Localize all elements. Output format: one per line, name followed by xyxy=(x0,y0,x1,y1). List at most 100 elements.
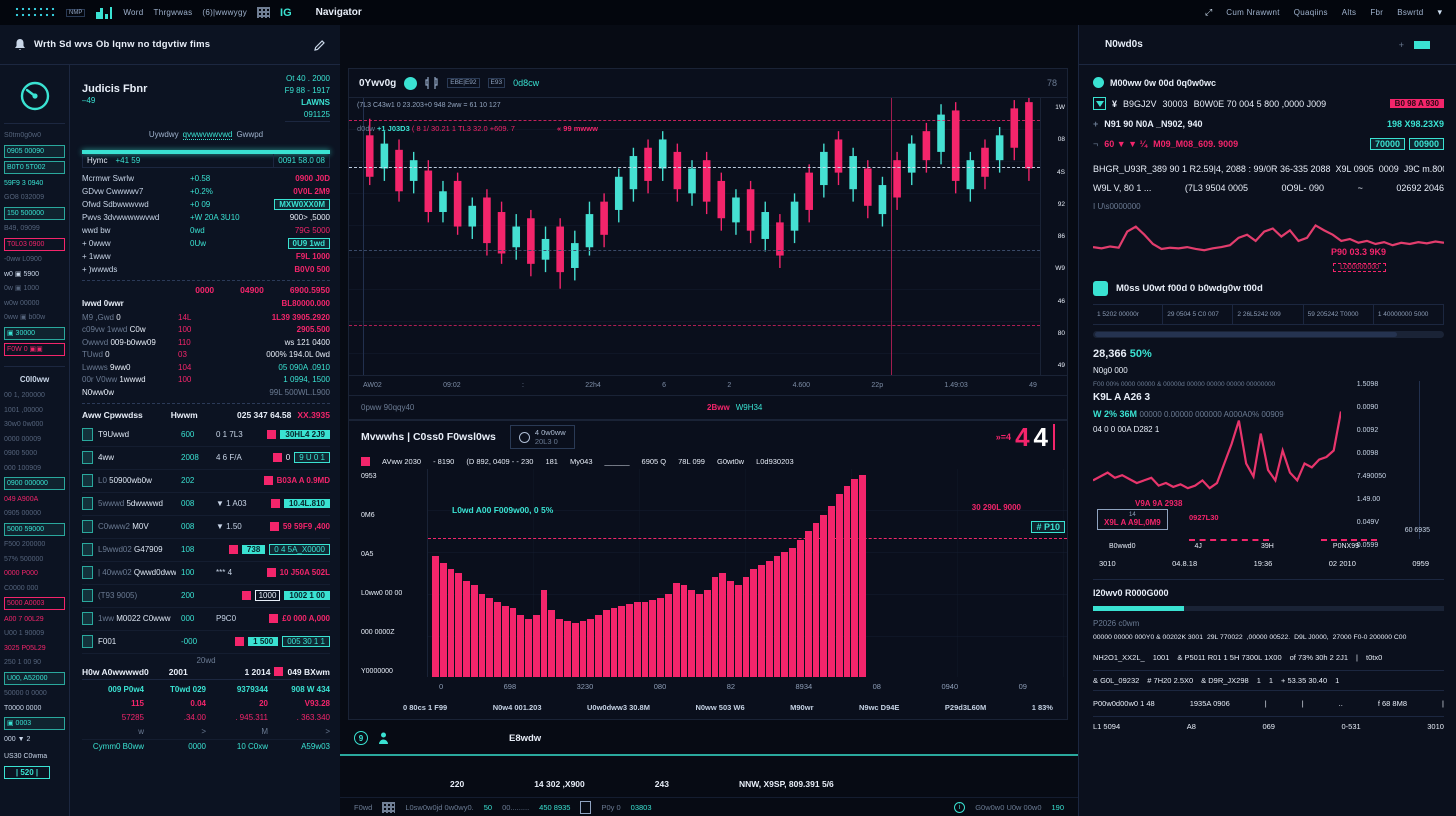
watchlist-item[interactable]: w0 ▣ 5900 xyxy=(4,270,40,278)
news-row-4[interactable]: M09_M08_609. 9009 xyxy=(1153,139,1239,149)
plus-icon[interactable]: + xyxy=(1093,119,1099,129)
calendar-item[interactable]: 5000 A0003 xyxy=(4,597,65,610)
watchlist-item[interactable]: GO8 032009 xyxy=(4,194,45,201)
table-footer-cell[interactable]: A59w03 xyxy=(301,741,330,751)
expand-icon[interactable]: ⤢ xyxy=(1205,7,1213,17)
indicator-tab[interactable]: N0w4 001.203 xyxy=(492,702,542,712)
info-icon[interactable]: i xyxy=(954,801,966,813)
indicator-tab[interactable]: 1 83% xyxy=(1031,702,1053,712)
table-header-cell[interactable]: 009 P0w4 xyxy=(107,685,144,694)
calendar-item[interactable]: 000 ▼ 2 xyxy=(4,735,31,743)
calendar-item[interactable]: 000 100909 xyxy=(4,464,41,472)
calendar-item[interactable]: 00 1, 200000 xyxy=(4,392,45,399)
report-bold-span[interactable]: t0tx0 xyxy=(1365,653,1383,662)
fund-tab[interactable]: 1 40000000 5000 xyxy=(1374,305,1445,324)
table-footer-cell[interactable]: Cymm0 B0ww xyxy=(92,741,144,751)
position-badge-2[interactable]: 0 4 5A_X0000 xyxy=(269,544,330,555)
status-grid-icon[interactable] xyxy=(382,801,396,813)
news-row-4-badge-1[interactable]: 70000 xyxy=(1369,138,1405,150)
calendar-item[interactable]: 0900 5000 xyxy=(4,450,38,457)
report-teal-span[interactable]: 1 xyxy=(1256,676,1261,685)
app-grid-icon[interactable] xyxy=(14,6,56,19)
position-row[interactable]: 5wwwd 5dwwwwd 008 ▼ 1 A03 10.4L.810 xyxy=(82,493,330,516)
calendar-item[interactable]: T0000 0000 xyxy=(4,704,42,712)
headline-span[interactable]: X9L 0905 xyxy=(1335,164,1374,174)
calendar-item[interactable]: 50000 0 0000 xyxy=(4,690,47,697)
news-row-2-span[interactable]: B9GJ2V xyxy=(1123,98,1157,109)
position-badge-2[interactable]: 10 J50A 502L xyxy=(279,568,330,577)
threshold-badge[interactable]: # P10 xyxy=(1031,521,1065,533)
table-footer-cell[interactable]: 0000 xyxy=(188,741,206,751)
position-row[interactable]: 4ww 2008 4 6 F/A 0 9 U 0 1 xyxy=(82,447,330,470)
calendar-item[interactable]: 250 1 00 90 xyxy=(4,659,41,666)
headline-span[interactable]: 0009 xyxy=(1378,164,1399,174)
indicator-plot[interactable]: L0wd A00 F009w00, 0 5% 30 290L 9000 # P1… xyxy=(427,469,1067,677)
menu-item-thrgwwas[interactable]: Thrgwwas xyxy=(153,8,193,17)
position-badge-2[interactable]: 59 59F9 ,400 xyxy=(282,522,330,531)
news-row-1[interactable]: M00ww 0w 00d 0q0w0wc xyxy=(1110,77,1217,88)
watchlist-item[interactable]: 59F9 3 0940 xyxy=(4,179,44,187)
balance-row[interactable]: N0ww0w 99L 500WL.L900 xyxy=(82,386,330,399)
headline-span[interactable]: J9C m.800 xyxy=(1403,164,1444,174)
calendar-item[interactable]: 57% 500000 xyxy=(4,555,44,563)
calendar-item[interactable]: 1001 ,00000 xyxy=(4,406,43,414)
table-footer-cell[interactable]: 10 C0xw xyxy=(236,741,268,751)
gauge-icon[interactable] xyxy=(18,79,52,113)
watchlist-item[interactable]: ▣ 30000 xyxy=(4,326,65,340)
add-widget-icon[interactable]: + xyxy=(1398,39,1404,50)
report-teal-span[interactable]: 1 xyxy=(1268,676,1274,685)
metric-row[interactable]: wwd bw 0wd 79G 5000 xyxy=(82,224,330,237)
position-badge-2[interactable]: 10.4L.810 xyxy=(283,499,330,508)
detail-box-label[interactable]: 14 X9L A A9L,0M9 xyxy=(1097,509,1168,530)
position-row[interactable]: L9wwd02 G47909 108 738 0 4 5A_X0000 xyxy=(82,539,330,562)
detail-line-plot[interactable] xyxy=(1093,405,1341,535)
indicator-tab[interactable]: 0 80cs 1 F99 xyxy=(403,702,448,712)
fund-tab[interactable]: 29 0504 5 C0 007 xyxy=(1163,305,1234,324)
apps-grid-icon[interactable] xyxy=(257,7,271,18)
metric-row[interactable]: + 0www 0Uw 0U9 1wd xyxy=(82,237,330,250)
report-teal-span[interactable]: 1 xyxy=(1335,676,1340,685)
watchlist-item[interactable]: 0w ▣ 1000 xyxy=(4,285,40,292)
metric-row[interactable]: + )wwwds B0V0 500 xyxy=(82,263,330,276)
chevron-down-icon[interactable]: ▾ xyxy=(1437,7,1442,17)
fund-tab[interactable]: 1 5202 00000r xyxy=(1093,305,1164,324)
candlestick-plot[interactable]: (7L3 C43w1 0 23.203+0 948 2ww = 61 10 12… xyxy=(349,98,1041,375)
status-box-icon[interactable] xyxy=(580,800,592,814)
calendar-item[interactable]: 3025 P05L29 xyxy=(4,644,46,652)
account-toggle[interactable]: –49 xyxy=(82,96,96,105)
metric-row[interactable]: Mcrmwr Swrlw +0.58 0900 J0D xyxy=(82,172,330,185)
calendar-item[interactable]: 0000 00009 xyxy=(4,435,41,443)
metric-row[interactable]: Ofwd Sdbwwwvwd +0 09 MXW0XX0M xyxy=(82,198,330,211)
position-row[interactable]: C0www2 M0V 008 ▼ 1.50 59 59F9 ,400 xyxy=(82,516,330,539)
report-teal-span[interactable]: & D9R_JX298 xyxy=(1201,676,1249,685)
calendar-item[interactable]: 0900 000000 xyxy=(4,477,65,490)
watchlist-item[interactable]: S0tm0g0w0 xyxy=(4,132,41,139)
fund-tab[interactable]: 2 26L5242 009 xyxy=(1233,305,1304,324)
chart-link[interactable]: 0d8cw xyxy=(513,78,540,88)
menu-item-account[interactable]: Cum Nrawwnt xyxy=(1226,8,1280,17)
report-bold-span[interactable]: | xyxy=(1356,653,1358,662)
position-badge-1[interactable]: 1 500 xyxy=(248,637,279,646)
watchlist-item[interactable]: B49, 09099 xyxy=(4,225,40,232)
position-badge-2[interactable]: 1002 1 00 xyxy=(284,591,330,600)
position-badge-2[interactable]: B03A A 0.9MD xyxy=(276,476,330,485)
table-header-cell[interactable]: T0wd 029 xyxy=(169,685,206,694)
watchlist-item[interactable]: 0ww ▣ b00w xyxy=(4,314,46,321)
report-bold-span[interactable]: 1001 xyxy=(1152,653,1170,662)
settings-link[interactable]: qvwwvwwvwd xyxy=(182,130,233,140)
report-teal-span[interactable]: & G0L_09232 xyxy=(1093,676,1140,685)
position-badge-2[interactable]: £0 000 A,000 xyxy=(282,614,330,623)
balance-row[interactable]: Lwwws 9ww0 104 05 090A .0910 xyxy=(82,361,330,374)
calendar-item[interactable]: A00 7 00L29 xyxy=(4,615,44,623)
horizontal-scrollbar[interactable] xyxy=(1093,331,1444,338)
news-row-4-badge-2[interactable]: 00900 xyxy=(1408,138,1444,150)
calendar-item[interactable]: 5000 59000 xyxy=(4,522,65,536)
watchlist-item[interactable]: w0w 00000 xyxy=(4,299,40,307)
report-bold-span[interactable]: & P5011 R01 1 5H 7300L 1X00 xyxy=(1177,653,1282,662)
indicator-tab[interactable]: M90wr xyxy=(790,702,814,712)
panel-tag[interactable] xyxy=(1414,40,1430,49)
position-row[interactable]: 1ww M0022 C0www 000 P9C0 £0 000 A,000 xyxy=(82,608,330,631)
position-row[interactable]: | 40ww02 Qwwd0dww90 100 *** 4 10 J50A 50… xyxy=(82,562,330,585)
grid-tool[interactable]: E93 xyxy=(487,78,506,88)
position-badge-1[interactable]: 0 xyxy=(285,453,291,462)
